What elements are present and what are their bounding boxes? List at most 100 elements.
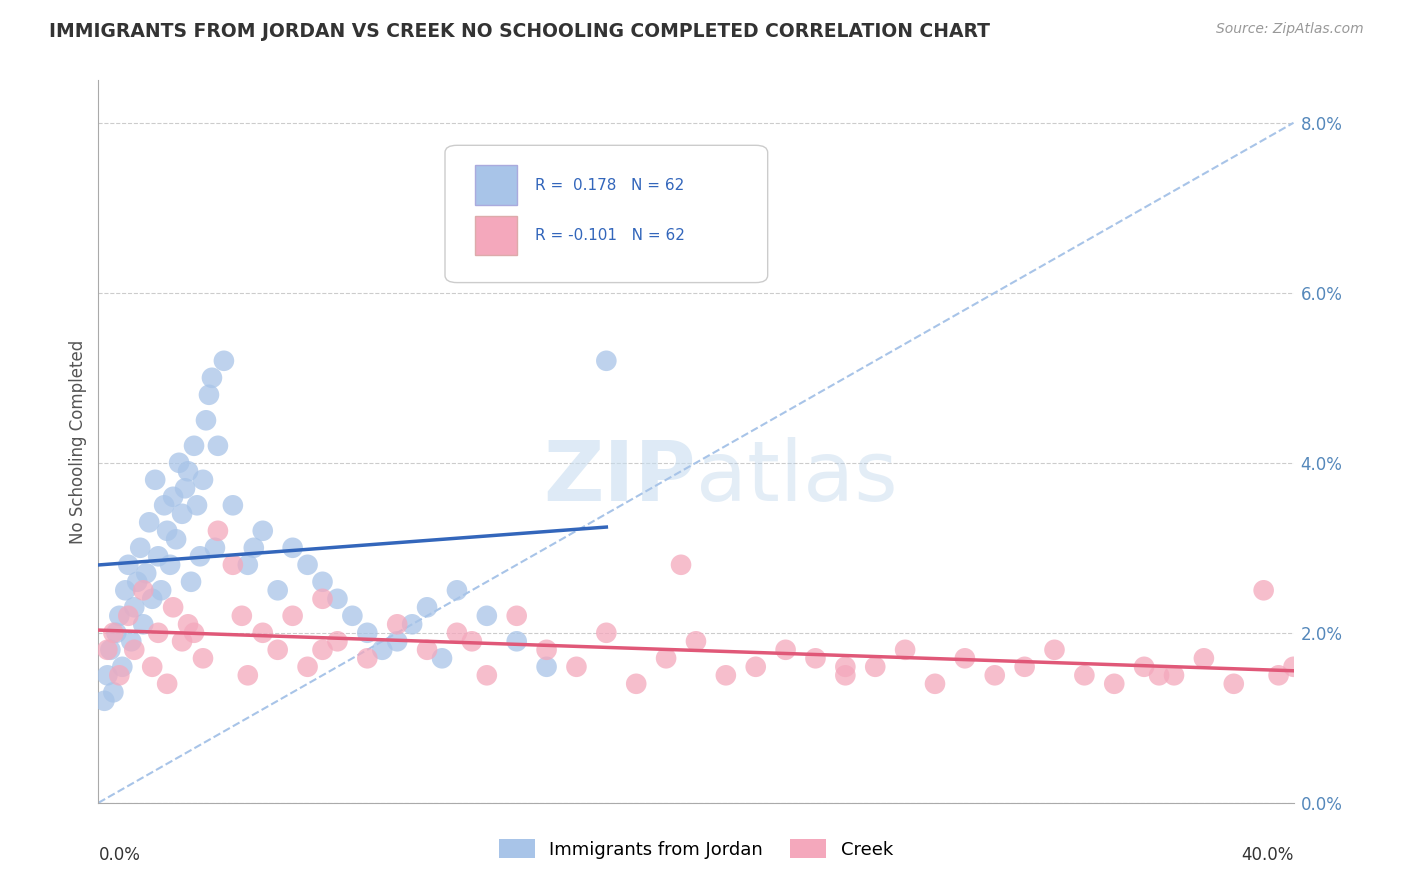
Point: [143, 473, 166, 487]
Point: [385, 634, 409, 648]
Point: [1282, 660, 1305, 674]
Point: [98, 642, 122, 657]
Point: [342, 608, 364, 623]
Point: [1267, 668, 1289, 682]
Point: [281, 608, 304, 623]
Point: [108, 608, 131, 623]
Point: [984, 668, 1007, 682]
Text: 0.0%: 0.0%: [98, 847, 141, 864]
Point: [148, 625, 170, 640]
Point: [105, 625, 128, 640]
Point: [446, 583, 468, 598]
FancyBboxPatch shape: [475, 165, 517, 205]
Point: [416, 642, 439, 657]
Point: [536, 642, 558, 657]
Point: [132, 583, 155, 598]
FancyBboxPatch shape: [446, 145, 768, 283]
Point: [117, 558, 139, 572]
Text: ZIP: ZIP: [544, 437, 696, 518]
Point: [124, 642, 146, 657]
Point: [745, 660, 768, 674]
Point: [804, 651, 827, 665]
Point: [96, 668, 118, 682]
Point: [111, 660, 134, 674]
Point: [222, 558, 245, 572]
Point: [183, 439, 205, 453]
Point: [153, 498, 176, 512]
Point: [207, 524, 229, 538]
Point: [475, 608, 498, 623]
Point: [103, 685, 125, 699]
Point: [385, 617, 409, 632]
Point: [159, 558, 181, 572]
Point: [141, 660, 163, 674]
Point: [326, 591, 349, 606]
Legend: Immigrants from Jordan, Creek: Immigrants from Jordan, Creek: [492, 832, 900, 866]
Point: [243, 541, 266, 555]
Point: [506, 608, 529, 623]
Point: [177, 617, 200, 632]
Point: [141, 591, 163, 606]
Point: [565, 218, 588, 232]
Point: [172, 507, 194, 521]
Point: [177, 464, 200, 478]
Point: [212, 353, 235, 368]
Point: [132, 617, 155, 632]
Point: [834, 660, 856, 674]
Point: [138, 516, 160, 530]
Point: [172, 634, 194, 648]
Point: [267, 642, 290, 657]
Point: [186, 498, 208, 512]
Point: [1147, 668, 1170, 682]
Point: [156, 677, 179, 691]
Point: [311, 642, 333, 657]
Point: [297, 558, 319, 572]
Point: [150, 583, 173, 598]
Point: [714, 668, 737, 682]
Point: [401, 617, 423, 632]
Point: [461, 634, 484, 648]
Point: [231, 608, 253, 623]
Point: [446, 625, 468, 640]
Point: [191, 473, 214, 487]
Point: [204, 541, 226, 555]
Text: IMMIGRANTS FROM JORDAN VS CREEK NO SCHOOLING COMPLETED CORRELATION CHART: IMMIGRANTS FROM JORDAN VS CREEK NO SCHOO…: [49, 22, 990, 41]
Point: [371, 642, 394, 657]
Y-axis label: No Schooling Completed: No Schooling Completed: [69, 340, 87, 543]
FancyBboxPatch shape: [475, 216, 517, 255]
Point: [506, 634, 529, 648]
Point: [834, 668, 856, 682]
Point: [117, 608, 139, 623]
Point: [156, 524, 179, 538]
Point: [103, 625, 125, 640]
Point: [201, 371, 224, 385]
Point: [1043, 642, 1066, 657]
Point: [775, 642, 797, 657]
Point: [669, 558, 692, 572]
Text: atlas: atlas: [696, 437, 897, 518]
Point: [565, 660, 588, 674]
Point: [183, 625, 205, 640]
Point: [416, 600, 439, 615]
Point: [188, 549, 211, 564]
Point: [127, 574, 149, 589]
Point: [108, 668, 131, 682]
Text: 40.0%: 40.0%: [1241, 847, 1294, 864]
Point: [120, 634, 142, 648]
Point: [536, 660, 558, 674]
Point: [924, 677, 946, 691]
Point: [685, 634, 707, 648]
Point: [1104, 677, 1126, 691]
Point: [1133, 660, 1156, 674]
Point: [198, 388, 221, 402]
Point: [162, 490, 184, 504]
Text: Source: ZipAtlas.com: Source: ZipAtlas.com: [1216, 22, 1364, 37]
Point: [207, 439, 229, 453]
Point: [356, 625, 378, 640]
Point: [180, 574, 202, 589]
Point: [953, 651, 976, 665]
Point: [894, 642, 917, 657]
Point: [252, 625, 274, 640]
Point: [222, 498, 245, 512]
Point: [267, 583, 290, 598]
